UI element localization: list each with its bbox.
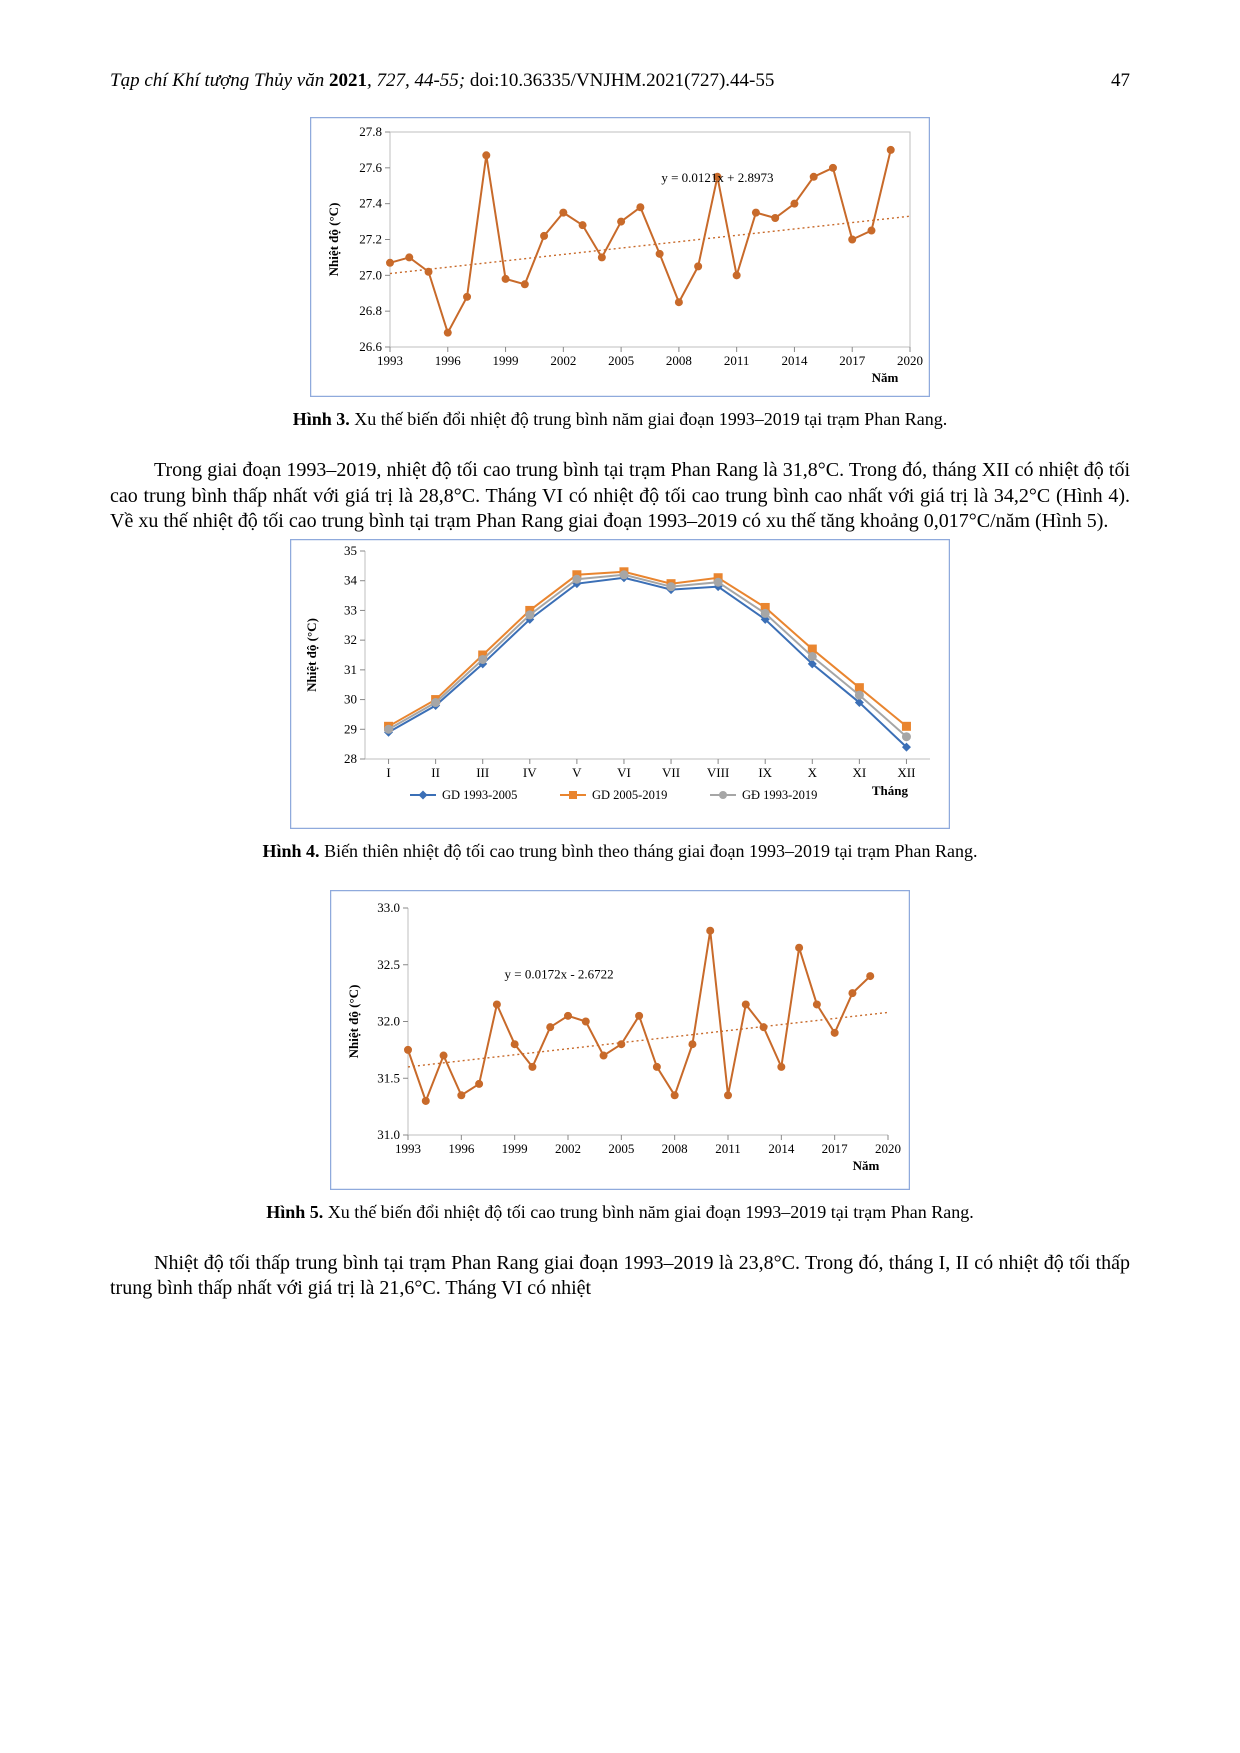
- svg-text:2020: 2020: [875, 1141, 901, 1156]
- svg-text:34: 34: [344, 572, 358, 587]
- journal-name: Tạp chí Khí tượng Thủy văn: [110, 70, 329, 91]
- paragraph-2: Nhiệt độ tối thấp trung bình tại trạm Ph…: [110, 1251, 1130, 1302]
- svg-text:2014: 2014: [781, 353, 808, 368]
- figure-3-label: Hình 3.: [293, 409, 350, 429]
- svg-text:27.6: 27.6: [359, 160, 382, 175]
- svg-text:GD 2005-2019: GD 2005-2019: [592, 788, 667, 802]
- svg-text:IV: IV: [523, 765, 537, 780]
- chart-fig5: 31.0 31.5 32.0 32.5 33.0 1993 1996 1999 2002 2005…: [330, 890, 910, 1190]
- page-number: 47: [1111, 70, 1130, 92]
- journal-volume: , 727: [367, 70, 405, 91]
- svg-text:2008: 2008: [666, 353, 692, 368]
- svg-text:Năm: Năm: [853, 1158, 880, 1173]
- svg-text:33.0: 33.0: [377, 900, 400, 915]
- figure-3: 26.6 26.8 27.0 27.2 27.4 27.6 27.8 1993 1996 1999…: [110, 117, 1130, 397]
- svg-text:Năm: Năm: [872, 370, 899, 385]
- svg-text:GĐ 1993-2019: GĐ 1993-2019: [742, 788, 817, 802]
- svg-text:27.4: 27.4: [359, 196, 382, 211]
- svg-text:32.0: 32.0: [377, 1013, 400, 1028]
- figure-5-text: Xu thế biến đổi nhiệt độ tối cao trung b…: [323, 1202, 973, 1222]
- svg-text:2017: 2017: [822, 1141, 849, 1156]
- svg-text:28: 28: [344, 751, 357, 766]
- svg-text:Nhiệt độ (°C): Nhiệt độ (°C): [326, 203, 341, 277]
- svg-text:31.5: 31.5: [377, 1070, 400, 1085]
- svg-text:1993: 1993: [377, 353, 403, 368]
- figure-4-label: Hình 4.: [263, 841, 320, 861]
- figure-5-label: Hình 5.: [266, 1202, 323, 1222]
- figure-4-caption: Hình 4. Biến thiên nhiệt độ tối cao trun…: [110, 841, 1130, 862]
- svg-text:V: V: [572, 765, 582, 780]
- svg-text:27.0: 27.0: [359, 267, 382, 282]
- svg-text:I: I: [386, 765, 390, 780]
- svg-text:2017: 2017: [839, 353, 866, 368]
- journal-year: 2021: [329, 70, 367, 91]
- svg-text:26.6: 26.6: [359, 339, 382, 354]
- svg-text:33: 33: [344, 602, 357, 617]
- svg-text:2011: 2011: [724, 353, 750, 368]
- svg-text:31.0: 31.0: [377, 1127, 400, 1142]
- svg-text:1993: 1993: [395, 1141, 421, 1156]
- journal-pages: , 44-55;: [405, 70, 470, 91]
- figure-5-caption: Hình 5. Xu thế biến đổi nhiệt độ tối cao…: [110, 1202, 1130, 1223]
- figure-5: 31.0 31.5 32.0 32.5 33.0 1993 1996 1999 2002 2005…: [110, 890, 1130, 1190]
- svg-text:2005: 2005: [608, 1141, 634, 1156]
- svg-text:31: 31: [344, 662, 357, 677]
- svg-text:2014: 2014: [768, 1141, 795, 1156]
- svg-text:27.8: 27.8: [359, 124, 382, 139]
- svg-text:Nhiệt độ (°C): Nhiệt độ (°C): [304, 618, 319, 692]
- svg-text:XII: XII: [897, 765, 915, 780]
- svg-text:II: II: [431, 765, 440, 780]
- page-header: Tạp chí Khí tượng Thủy văn 2021, 727, 44…: [110, 70, 1130, 92]
- svg-text:IX: IX: [758, 765, 772, 780]
- svg-text:VI: VI: [617, 765, 631, 780]
- svg-text:1996: 1996: [448, 1141, 475, 1156]
- chart-fig3: 26.6 26.8 27.0 27.2 27.4 27.6 27.8 1993 1996 1999…: [310, 117, 930, 397]
- svg-text:Tháng: Tháng: [872, 783, 909, 798]
- svg-text:Nhiệt độ (°C): Nhiệt độ (°C): [346, 984, 361, 1058]
- svg-text:III: III: [476, 765, 489, 780]
- svg-text:y = 0.0172x - 2.6722: y = 0.0172x - 2.6722: [505, 966, 614, 981]
- svg-text:32.5: 32.5: [377, 957, 400, 972]
- svg-text:1996: 1996: [435, 353, 462, 368]
- svg-text:27.2: 27.2: [359, 232, 382, 247]
- svg-text:30: 30: [344, 691, 357, 706]
- figure-3-text: Xu thế biến đổi nhiệt độ trung bình năm …: [350, 409, 947, 429]
- svg-text:2005: 2005: [608, 353, 634, 368]
- svg-text:XI: XI: [853, 765, 867, 780]
- svg-text:2020: 2020: [897, 353, 923, 368]
- svg-text:GD 1993-2005: GD 1993-2005: [442, 788, 517, 802]
- svg-text:1999: 1999: [502, 1141, 528, 1156]
- svg-text:26.8: 26.8: [359, 303, 382, 318]
- chart-fig4: 2829303132333435IIIIIIIVVVIVIIVIIIIXXXIX…: [290, 539, 950, 829]
- svg-text:2008: 2008: [662, 1141, 688, 1156]
- svg-text:VIII: VIII: [707, 765, 729, 780]
- journal-citation: Tạp chí Khí tượng Thủy văn 2021, 727, 44…: [110, 70, 774, 92]
- figure-4-text: Biến thiên nhiệt độ tối cao trung bình t…: [320, 841, 978, 861]
- paragraph-1: Trong giai đoạn 1993–2019, nhiệt độ tối …: [110, 458, 1130, 535]
- svg-text:1999: 1999: [493, 353, 519, 368]
- svg-text:VII: VII: [662, 765, 680, 780]
- svg-text:2002: 2002: [550, 353, 576, 368]
- svg-text:2011: 2011: [715, 1141, 741, 1156]
- svg-text:y = 0.0121x + 2.8973: y = 0.0121x + 2.8973: [661, 170, 773, 185]
- svg-text:2002: 2002: [555, 1141, 581, 1156]
- figure-3-caption: Hình 3. Xu thế biến đổi nhiệt độ trung b…: [110, 409, 1130, 430]
- figure-4: 2829303132333435IIIIIIIVVVIVIIVIIIIXXXIX…: [110, 539, 1130, 829]
- svg-text:X: X: [808, 765, 818, 780]
- journal-doi: doi:10.36335/VNJHM.2021(727).44-55: [470, 70, 775, 91]
- svg-text:29: 29: [344, 721, 357, 736]
- svg-text:32: 32: [344, 632, 357, 647]
- svg-text:35: 35: [344, 543, 357, 558]
